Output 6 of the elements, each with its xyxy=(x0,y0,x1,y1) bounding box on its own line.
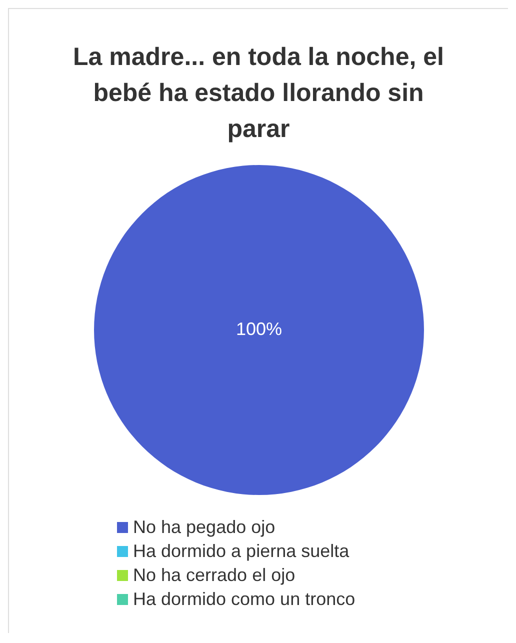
legend-label: Ha dormido como un tronco xyxy=(133,588,356,610)
chart-title: La madre... en toda la noche, el bebé ha estado llorando sin parar xyxy=(72,42,445,145)
legend-label: Ha dormido a pierna suelta xyxy=(133,540,350,562)
legend-label: No ha pegado ojo xyxy=(133,516,276,538)
data-label: 100% xyxy=(236,318,282,339)
legend-label: No ha cerrado el ojo xyxy=(133,564,296,586)
